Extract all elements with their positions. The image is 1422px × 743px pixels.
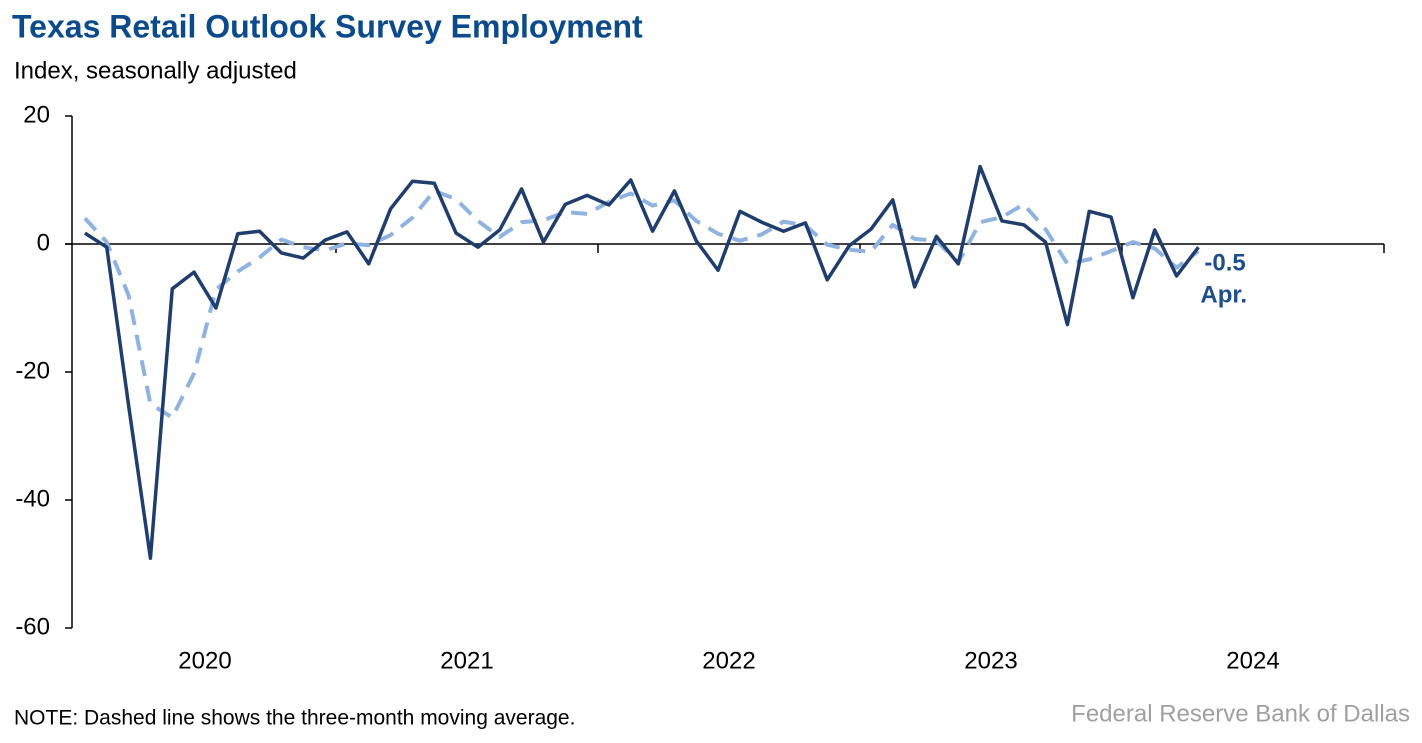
x-tick-label: 2023 bbox=[964, 647, 1017, 674]
value-annotation: -0.5 bbox=[1204, 249, 1245, 276]
source: Federal Reserve Bank of Dallas bbox=[1071, 700, 1410, 727]
note: NOTE: Dashed line shows the three-month … bbox=[14, 707, 575, 730]
y-tick-label: -40 bbox=[15, 485, 50, 512]
index-line bbox=[83, 164, 1200, 560]
y-tick-label: 0 bbox=[37, 229, 50, 256]
date-annotation: Apr. bbox=[1200, 281, 1247, 308]
x-tick-label: 2022 bbox=[702, 647, 755, 674]
x-tick-label: 2021 bbox=[440, 647, 493, 674]
x-tick-label: 2020 bbox=[178, 647, 231, 674]
chart-subtitle: Index, seasonally adjusted bbox=[14, 57, 297, 84]
y-tick-label: -60 bbox=[15, 613, 50, 640]
x-tick-label: 2024 bbox=[1226, 647, 1279, 674]
y-tick-label: 20 bbox=[23, 101, 50, 128]
moving-average-line bbox=[83, 188, 1200, 420]
y-tick-label: -20 bbox=[15, 357, 50, 384]
chart-title: Texas Retail Outlook Survey Employment bbox=[12, 8, 643, 44]
